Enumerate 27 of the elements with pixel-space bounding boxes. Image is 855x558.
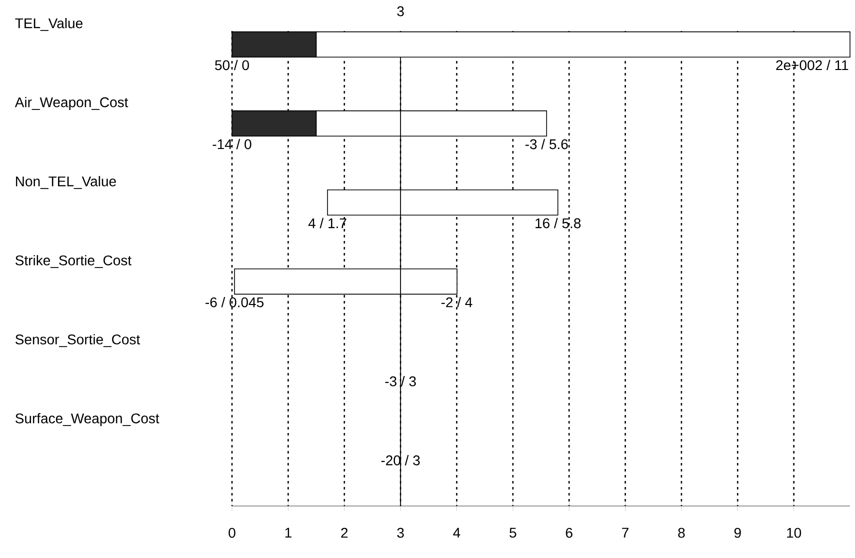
y-tick-label: Strike_Sortie_Cost <box>16 255 132 268</box>
x-tick-label: 1 <box>285 528 292 538</box>
y-tick-label: Air_Weapon_Cost <box>14 96 128 110</box>
x-tick-label: 9 <box>734 528 741 538</box>
annotation: 50 / 0 <box>215 60 249 70</box>
x-tick-label: 7 <box>622 528 628 538</box>
x-tick-label: 2 <box>341 528 348 538</box>
x-tick-label: 6 <box>566 528 572 538</box>
y-tick-label: TEL_Value <box>15 18 82 31</box>
x-tick-label: 0 <box>228 528 236 538</box>
annotation: -2 / 4 <box>441 296 472 308</box>
annotation: 16 / 5.8 <box>536 218 581 228</box>
y-tick-label: Non_TEL_Value <box>16 176 116 189</box>
x-tick-label: 8 <box>678 528 685 538</box>
annotation: -14 / 0 <box>212 138 252 150</box>
ref-line-label: 3 <box>397 6 404 16</box>
y-tick-label: Surface_Weapon_Cost <box>16 413 160 426</box>
x-tick-label: 4 <box>453 528 460 538</box>
annotation: 2e+002 / 11 <box>776 60 848 70</box>
annotation: -3 / 3 <box>385 376 416 386</box>
annotation: -3 / 5.6 <box>525 138 568 150</box>
x-tick-label: 10 <box>787 528 802 538</box>
annotation: 4 / 1.7 <box>308 218 346 228</box>
x-tick-label: 3 <box>397 528 404 538</box>
annotation: -6 / 0.045 <box>206 296 264 308</box>
x-tick-label: 5 <box>510 528 516 538</box>
y-tick-label: Sensor_Sortie_Cost <box>16 334 140 348</box>
